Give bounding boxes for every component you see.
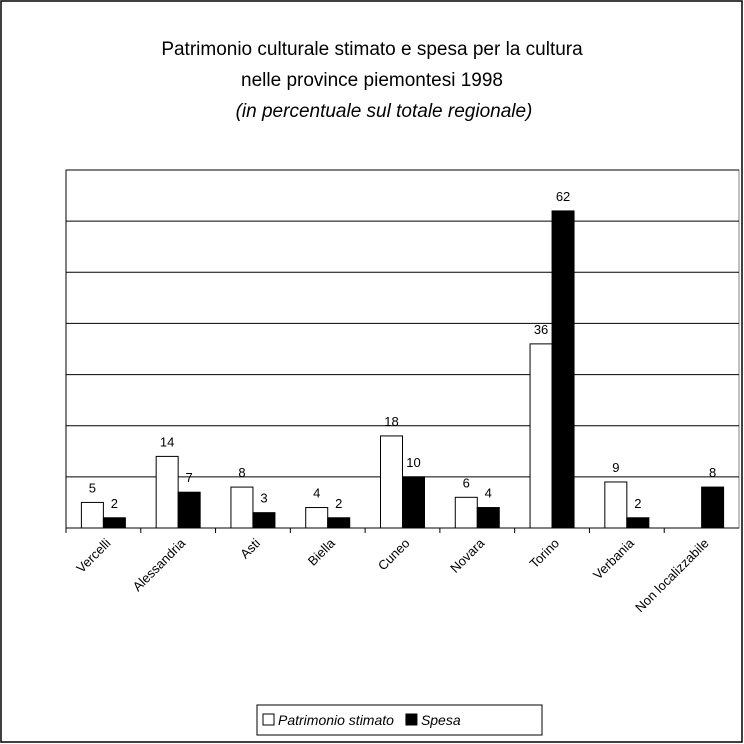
chart-subtitle: (in percentuale sul totale regionale) [236,101,533,122]
bar [252,512,276,529]
bar [102,517,126,529]
legend-label: Spesa [421,712,461,728]
bar [230,486,254,529]
legend-label: Patrimonio stimato [278,712,394,728]
value-label: 2 [335,496,342,511]
legend-swatch [405,713,418,726]
value-label: 7 [186,470,193,485]
value-label: 18 [384,414,398,429]
bar [155,455,179,529]
legend-swatch [262,713,275,726]
bar [177,491,201,529]
bar [626,517,650,529]
legend-box [256,704,543,736]
bar [551,210,575,529]
chart-title: nelle province piemontesi 1998 [241,70,503,91]
bar [380,435,403,529]
bar [604,481,628,529]
value-label: 4 [485,486,492,501]
value-label: 36 [534,322,548,337]
value-label: 6 [463,475,470,490]
value-label: 14 [160,434,174,449]
bar [402,476,425,529]
value-label: 2 [111,496,118,511]
value-label: 8 [238,465,245,480]
value-label: 8 [709,465,716,480]
value-label: 2 [634,496,641,511]
bar [80,501,104,529]
bar [327,517,351,529]
bar [701,486,725,529]
value-label: 62 [556,189,570,204]
chart-title: Patrimonio culturale stimato e spesa per… [161,39,583,60]
bar [529,343,553,529]
value-label: 10 [406,455,420,470]
bar [476,507,500,529]
value-label: 9 [612,460,619,475]
value-label: 3 [260,491,267,506]
value-label: 5 [89,480,96,495]
bar [305,507,329,529]
value-label: 4 [313,486,320,501]
bar [454,496,478,529]
